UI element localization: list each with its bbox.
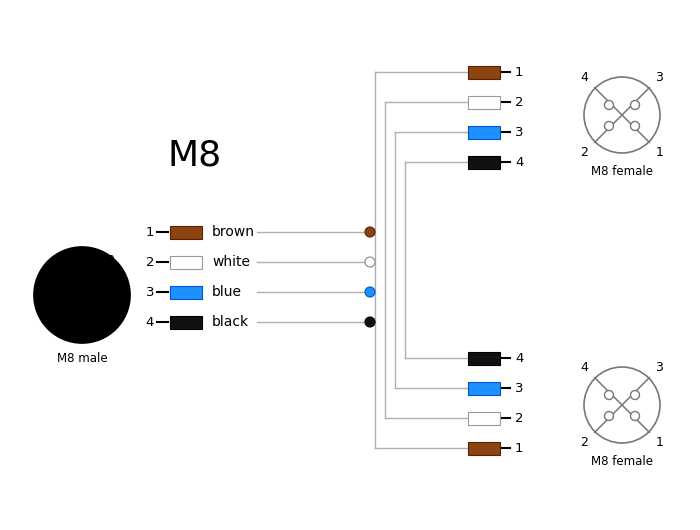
Circle shape — [631, 121, 640, 130]
Text: 4: 4 — [580, 361, 589, 374]
Text: M8 female: M8 female — [591, 165, 653, 178]
Bar — [468, 95, 500, 109]
Circle shape — [44, 257, 120, 333]
Text: 4: 4 — [146, 315, 154, 329]
Bar — [170, 255, 202, 269]
Circle shape — [64, 276, 72, 284]
Text: 1: 1 — [655, 436, 664, 449]
Circle shape — [631, 391, 640, 400]
Text: black: black — [212, 315, 249, 329]
Text: 2: 2 — [515, 411, 524, 425]
Bar — [468, 155, 500, 169]
Text: 1: 1 — [515, 66, 524, 78]
Text: blue: blue — [212, 285, 242, 299]
Circle shape — [38, 251, 126, 339]
Text: 4: 4 — [51, 253, 59, 267]
Text: 3: 3 — [655, 361, 664, 374]
Text: 3: 3 — [515, 382, 524, 394]
Text: white: white — [212, 255, 250, 269]
Circle shape — [92, 304, 100, 312]
Circle shape — [605, 101, 613, 110]
Text: 3: 3 — [146, 286, 154, 298]
Bar — [468, 411, 500, 425]
Text: 2: 2 — [515, 95, 524, 109]
Circle shape — [365, 257, 375, 267]
Circle shape — [365, 287, 375, 297]
Bar — [170, 225, 202, 238]
Text: M8 female: M8 female — [591, 455, 653, 468]
Text: 2: 2 — [51, 319, 59, 331]
Text: 3: 3 — [515, 126, 524, 138]
Text: 1: 1 — [106, 319, 114, 331]
Circle shape — [64, 304, 72, 312]
Text: 2: 2 — [580, 436, 589, 449]
Text: 1: 1 — [655, 146, 664, 159]
Bar — [468, 382, 500, 394]
Circle shape — [38, 251, 126, 339]
Text: brown: brown — [212, 225, 255, 239]
Text: 4: 4 — [515, 351, 524, 365]
Text: M8: M8 — [168, 138, 222, 172]
Circle shape — [605, 411, 613, 420]
Text: 1: 1 — [515, 441, 524, 455]
Text: 4: 4 — [515, 155, 524, 169]
Circle shape — [584, 77, 660, 153]
Text: M8 male: M8 male — [57, 352, 107, 366]
Circle shape — [605, 391, 613, 400]
Circle shape — [631, 411, 640, 420]
Circle shape — [365, 317, 375, 327]
Text: 3: 3 — [655, 71, 664, 84]
Bar — [170, 286, 202, 298]
Text: 1: 1 — [146, 225, 154, 238]
Bar — [468, 441, 500, 455]
Circle shape — [605, 121, 613, 130]
Circle shape — [365, 227, 375, 237]
Bar — [468, 66, 500, 78]
Text: 2: 2 — [146, 255, 154, 269]
Text: 4: 4 — [580, 71, 589, 84]
Bar — [170, 315, 202, 329]
Circle shape — [631, 101, 640, 110]
Bar — [468, 351, 500, 365]
Circle shape — [92, 276, 100, 284]
Bar — [468, 126, 500, 138]
Circle shape — [584, 367, 660, 443]
Text: 2: 2 — [580, 146, 589, 159]
Text: 3: 3 — [106, 253, 114, 267]
